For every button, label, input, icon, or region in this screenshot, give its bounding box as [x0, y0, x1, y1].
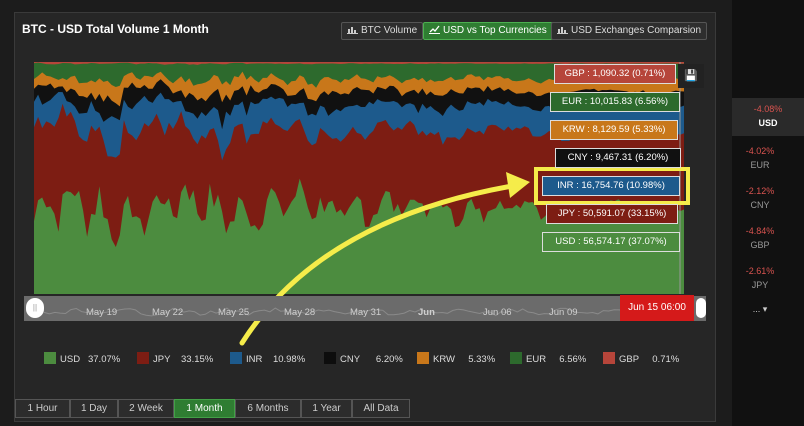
sidebar-code-jpy: JPY	[751, 280, 769, 290]
legend-pct-eur: 6.56%	[559, 354, 587, 365]
nav-label-may25: May 25	[218, 307, 250, 318]
navigator-series	[43, 307, 685, 317]
legend-item-eur[interactable]: EUR 6.56%	[510, 352, 587, 365]
chart-title: BTC - USD Total Volume 1 Month	[22, 22, 209, 36]
legend-swatch-inr	[230, 352, 242, 364]
currency-sidebar	[732, 0, 804, 426]
navigator-line	[43, 307, 685, 317]
sidebar-item-cny[interactable]: -2.12% CNY	[732, 182, 788, 220]
sidebar-item-usd[interactable]: -4.08% USD	[732, 98, 804, 136]
btc-volume-label: BTC Volume	[361, 25, 418, 36]
legend-label-cny: CNY	[340, 354, 361, 365]
legend-item-krw[interactable]: KRW 5.33%	[417, 352, 496, 365]
usd-vs-top-currencies-button[interactable]: USD vs Top Currencies	[423, 22, 553, 40]
tooltip-krw: KRW : 8,129.59 (5.33%)	[550, 120, 678, 140]
sidebar-item-eur[interactable]: -4.02% EUR	[732, 142, 788, 180]
nav-label-jun: Jun	[418, 307, 435, 318]
legend-label-jpy: JPY	[153, 354, 171, 365]
sidebar-pct-gbp: -4.84%	[745, 226, 775, 236]
bar-chart-icon	[347, 27, 358, 34]
tooltip-gbp: GBP : 1,090.32 (0.71%)	[554, 64, 676, 84]
legend-pct-cny: 6.20%	[375, 354, 403, 365]
legend-swatch-cny	[324, 352, 336, 364]
sidebar-code-eur: EUR	[750, 160, 770, 170]
sidebar-more-label: ...	[752, 304, 761, 314]
sidebar-code-gbp: GBP	[750, 240, 770, 250]
sidebar-code-cny: CNY	[750, 200, 770, 210]
nav-label-jun09: Jun 09	[549, 307, 578, 318]
tooltip-eur: EUR : 10,015.83 (6.56%)	[550, 92, 680, 112]
sidebar-pct-usd: -4.08%	[753, 104, 783, 114]
usd-exchanges-comparison-label: USD Exchanges Comparsion	[571, 25, 702, 36]
sidebar-item-gbp[interactable]: -4.84% GBP	[732, 222, 788, 260]
legend-label-gbp: GBP	[619, 354, 640, 365]
range-1-day-button[interactable]: 1 Day	[70, 399, 118, 418]
chevron-down-icon: ▾	[762, 304, 768, 314]
tooltip-cny: CNY : 9,467.31 (6.20%)	[555, 148, 681, 168]
legend-pct-jpy: 33.15%	[181, 354, 214, 365]
legend-pct-gbp: 0.71%	[652, 354, 680, 365]
range-6-months-button[interactable]: 6 Months	[235, 399, 301, 418]
tooltip-jpy: JPY : 50,591.07 (33.15%)	[546, 204, 678, 224]
range-all-data-button[interactable]: All Data	[352, 399, 410, 418]
tooltip-usd: USD : 56,574.17 (37.07%)	[542, 232, 680, 252]
legend-item-usd[interactable]: USD 37.07%	[44, 352, 121, 365]
sidebar-pct-eur: -4.02%	[745, 146, 775, 156]
nav-label-may19: May 19	[86, 307, 118, 318]
legend-pct-inr: 10.98%	[272, 354, 306, 365]
range-1-hour-button[interactable]: 1 Hour	[15, 399, 70, 418]
btc-volume-button[interactable]: BTC Volume	[341, 22, 424, 40]
sidebar-pct-jpy: -2.61%	[745, 266, 775, 276]
nav-label-may22: May 22	[152, 307, 184, 318]
legend-swatch-krw	[417, 352, 429, 364]
legend-label-krw: KRW	[433, 354, 455, 365]
legend-pct-krw: 5.33%	[468, 354, 496, 365]
sidebar-more-dropdown[interactable]: ... ▾	[732, 304, 788, 318]
legend-label-inr: INR	[246, 354, 263, 365]
bar-chart-icon	[557, 27, 568, 34]
range-2-week-button[interactable]: 2 Week	[118, 399, 174, 418]
legend-item-inr[interactable]: INR 10.98%	[230, 352, 306, 365]
nav-label-jun06: Jun 06	[483, 307, 512, 318]
legend-item-cny[interactable]: CNY 6.20%	[324, 352, 403, 365]
save-icon[interactable]: 💾	[678, 64, 704, 88]
line-chart-icon	[429, 25, 440, 34]
navigator-left-handle[interactable]: ||	[26, 298, 44, 318]
tooltip-inr: INR : 16,754.76 (10.98%)	[542, 176, 680, 196]
sidebar-code-usd: USD	[758, 118, 778, 128]
range-1-month-button[interactable]: 1 Month	[174, 399, 235, 418]
annotation-arrowhead	[506, 172, 530, 198]
legend-item-gbp[interactable]: GBP 0.71%	[603, 352, 680, 365]
navigator-scrollbar[interactable]: ||	[24, 296, 706, 321]
sidebar-pct-cny: -2.12%	[745, 186, 775, 196]
annotation-highlight-box	[534, 167, 690, 205]
legend-swatch-eur	[510, 352, 522, 364]
legend-label-eur: EUR	[526, 354, 547, 365]
legend-label-usd: USD	[60, 354, 81, 365]
range-1-year-button[interactable]: 1 Year	[301, 399, 352, 418]
legend-pct-usd: 37.07%	[87, 354, 121, 365]
usd-exchanges-comparison-button[interactable]: USD Exchanges Comparsion	[551, 22, 708, 40]
navigator-current-date: Jun 15 06:00	[620, 295, 694, 321]
legend-swatch-gbp	[603, 352, 615, 364]
sidebar-item-jpy[interactable]: -2.61% JPY	[732, 262, 788, 300]
nav-label-may28: May 28	[284, 307, 316, 318]
nav-label-may31: May 31	[350, 307, 382, 318]
navigator-right-handle[interactable]	[696, 298, 706, 318]
legend-swatch-usd	[44, 352, 56, 364]
legend-swatch-jpy	[137, 352, 149, 364]
usd-vs-top-currencies-label: USD vs Top Currencies	[443, 25, 547, 36]
legend-item-jpy[interactable]: JPY 33.15%	[137, 352, 214, 365]
